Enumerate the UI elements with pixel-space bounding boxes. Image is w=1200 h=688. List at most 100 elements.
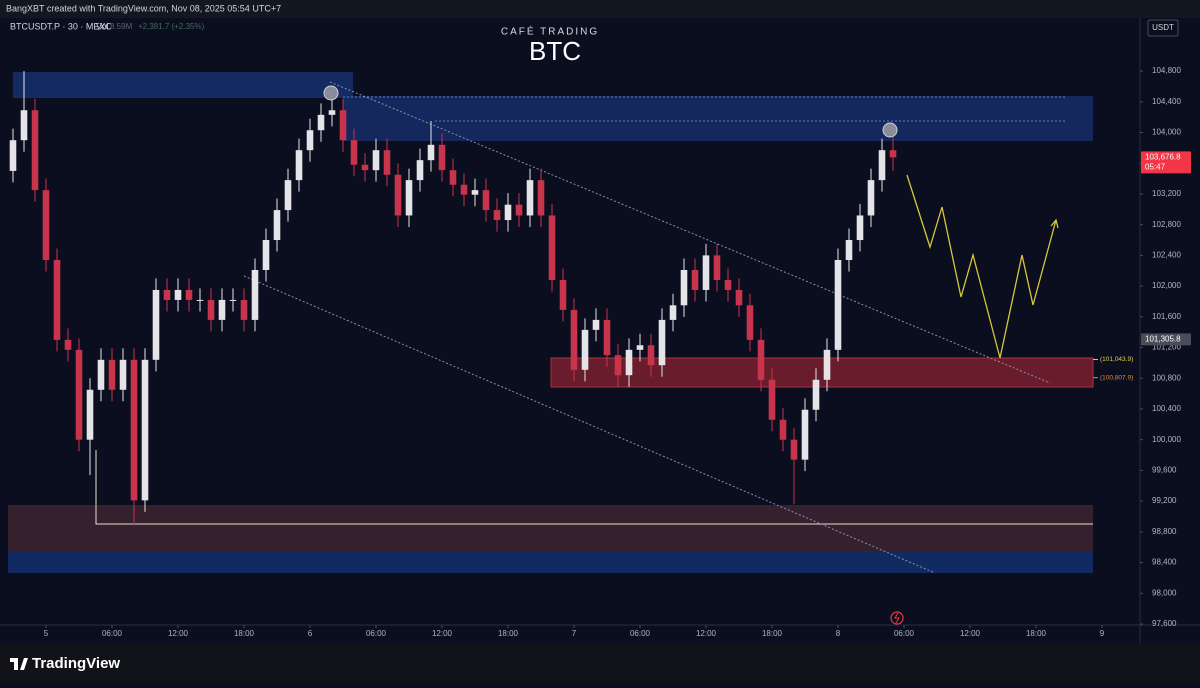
y-tick-label: 100,000 — [1152, 435, 1181, 444]
candle-body — [53, 259, 61, 340]
change: +2,381.7 (+2.35%) — [138, 22, 205, 31]
projection-arrow — [1050, 218, 1059, 229]
x-tick-label: 06:00 — [894, 629, 915, 638]
candle-body — [834, 259, 842, 350]
x-tick-label: 06:00 — [366, 629, 387, 638]
candle-body — [141, 359, 149, 501]
candle-body — [42, 190, 50, 260]
y-tick-label: 102,000 — [1152, 281, 1181, 290]
support-line — [95, 450, 1093, 525]
x-tick-label: 06:00 — [630, 629, 651, 638]
candle-body — [31, 110, 39, 191]
candle-body — [163, 289, 171, 300]
volume: 8.59M — [110, 22, 133, 31]
candle-body — [317, 114, 325, 131]
candle-body — [757, 339, 765, 380]
candle-body — [350, 140, 358, 165]
y-tick-label: 100,800 — [1152, 373, 1181, 382]
supply-zone — [13, 72, 353, 98]
candle-body — [614, 355, 622, 376]
candle-body — [713, 255, 721, 280]
candle-body — [207, 299, 215, 320]
x-tick-label: 06:00 — [102, 629, 123, 638]
candle-body — [328, 110, 336, 115]
logo-icon — [10, 658, 28, 670]
y-tick-label: 102,400 — [1152, 250, 1181, 259]
chart-subtitle: BTC — [529, 36, 581, 66]
candle-body — [548, 215, 556, 280]
candle-body — [460, 184, 468, 195]
candle-body — [9, 140, 17, 171]
y-tick-label: 103,200 — [1152, 189, 1181, 198]
candles — [9, 71, 897, 525]
candle-body — [735, 289, 743, 306]
candle-body — [570, 309, 578, 370]
y-tick-label: 98,000 — [1152, 588, 1177, 597]
y-tick-label: 104,800 — [1152, 66, 1181, 75]
y-tick-label: 98,400 — [1152, 558, 1177, 567]
candle-body — [779, 419, 787, 440]
candle-body — [471, 190, 479, 195]
candle-body — [97, 359, 105, 390]
price-label: 103,676.8 — [1145, 152, 1181, 161]
candle-body — [130, 359, 138, 501]
y-tick-label: 100,400 — [1152, 404, 1181, 413]
candle-body — [482, 190, 490, 211]
candle-body — [878, 150, 886, 181]
candle-body — [251, 269, 259, 320]
candle-body — [669, 305, 677, 320]
y-tick-label: 104,400 — [1152, 97, 1181, 106]
projection-path — [906, 174, 1057, 359]
candle-body — [86, 389, 94, 440]
price-axis — [1140, 18, 1200, 643]
candle-body — [284, 180, 292, 211]
logo: TradingView — [32, 655, 120, 672]
candle-body — [174, 289, 182, 300]
candle-body — [746, 305, 754, 340]
price-label: 101,305.8 — [1145, 335, 1181, 344]
candle-body — [75, 349, 83, 440]
candle-body — [647, 345, 655, 366]
x-tick-label: 12:00 — [168, 629, 189, 638]
candle-body — [504, 204, 512, 221]
level-label: (101,043.9) — [1100, 356, 1133, 363]
event-icon — [894, 612, 900, 624]
candle-body — [845, 240, 853, 260]
candle-body — [20, 110, 28, 141]
candle-body — [768, 379, 776, 420]
candle-body — [405, 180, 413, 216]
marker — [323, 85, 339, 101]
candle-body — [64, 339, 72, 350]
candle-body — [702, 255, 710, 290]
candle-body — [625, 349, 633, 376]
candle-body — [889, 150, 897, 158]
demand-zone — [8, 505, 1093, 551]
currency: USDT — [1152, 23, 1174, 32]
candle-body — [581, 329, 589, 370]
candle-body — [559, 279, 567, 310]
candle-body — [339, 110, 347, 141]
top-bar — [0, 0, 1200, 18]
candle-body — [196, 299, 204, 301]
candle-body — [273, 210, 281, 241]
candle-body — [361, 164, 369, 171]
candle-body — [449, 170, 457, 185]
y-tick-label: 102,800 — [1152, 220, 1181, 229]
candle-body — [790, 439, 798, 460]
candle-body — [658, 319, 666, 366]
price-label-box — [1141, 333, 1191, 346]
candle-body — [229, 299, 237, 301]
candle-body — [295, 150, 303, 181]
candle-body — [801, 409, 809, 460]
y-tick-label: 99,200 — [1152, 496, 1177, 505]
x-tick-label: 18:00 — [234, 629, 255, 638]
candle-body — [438, 144, 446, 171]
candle-body — [218, 299, 226, 320]
candle-body — [636, 345, 644, 350]
candle-body — [603, 319, 611, 356]
y-tick-label: 99,600 — [1152, 466, 1177, 475]
price-label-box — [1141, 151, 1191, 174]
y-tick-label: 101,600 — [1152, 312, 1181, 321]
x-tick-label: 6 — [308, 629, 313, 638]
